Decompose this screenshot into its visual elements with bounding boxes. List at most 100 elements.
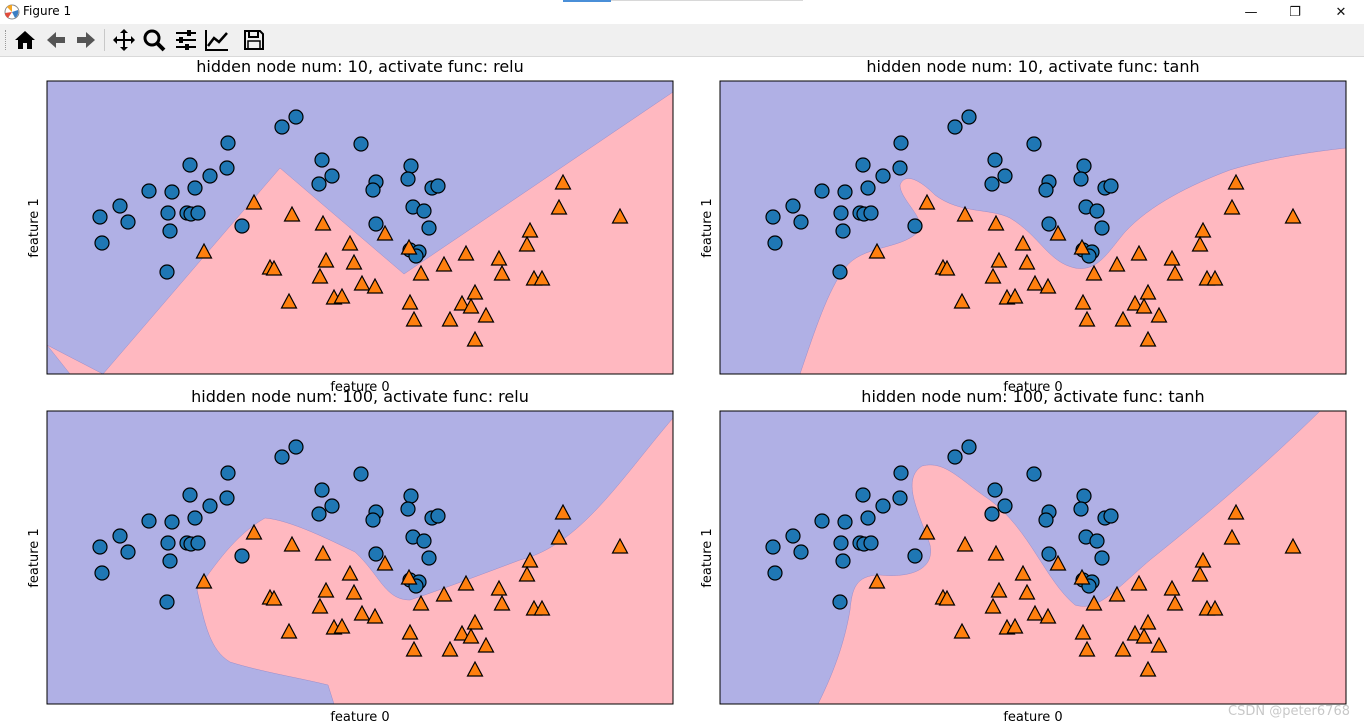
save-icon xyxy=(244,30,264,50)
taskbar-accent xyxy=(563,0,611,2)
class-1-point xyxy=(245,523,263,540)
edit-axes-icon xyxy=(205,30,228,51)
class-0-point xyxy=(793,544,809,560)
taskbar-divider xyxy=(611,0,803,1)
class-0-point xyxy=(984,506,1000,522)
x-axis-label: feature 0 xyxy=(1003,710,1062,725)
class-0-point xyxy=(92,539,108,555)
save-button[interactable] xyxy=(240,27,268,53)
class-1-point xyxy=(1139,613,1157,630)
class-0-point xyxy=(274,449,290,465)
class-1-point xyxy=(314,544,332,561)
class-0-point xyxy=(984,176,1000,192)
class-1-point xyxy=(345,253,363,270)
class-1-point xyxy=(401,293,419,310)
class-1-point xyxy=(521,551,539,568)
class-1-point xyxy=(1074,623,1092,640)
class-0-point xyxy=(353,466,369,482)
class-0-point xyxy=(314,482,330,498)
class-1-point xyxy=(533,599,551,616)
class-0-point xyxy=(907,218,923,234)
class-0-point xyxy=(1038,182,1054,198)
class-1-point xyxy=(1014,564,1032,581)
class-1-point xyxy=(457,244,475,261)
class-1-point xyxy=(1139,660,1157,677)
class-0-point xyxy=(863,535,879,551)
class-0-point xyxy=(368,216,384,232)
toolbar-grip xyxy=(5,30,8,50)
class-0-point xyxy=(1103,178,1119,194)
class-1-point xyxy=(283,205,301,222)
class-0-point xyxy=(765,209,781,225)
class-1-point xyxy=(956,205,974,222)
class-0-point xyxy=(220,465,236,481)
class-1-point xyxy=(1073,568,1091,585)
zoom-icon xyxy=(143,29,166,52)
class-0-point xyxy=(1103,508,1119,524)
class-0-point xyxy=(274,119,290,135)
class-0-point xyxy=(785,198,801,214)
class-0-point xyxy=(403,488,419,504)
edit-axes-button[interactable] xyxy=(203,27,231,53)
class-1-point xyxy=(956,535,974,552)
class-0-point xyxy=(767,235,783,251)
class-0-point xyxy=(416,203,432,219)
class-1-point xyxy=(1014,234,1032,251)
home-button[interactable] xyxy=(11,27,39,53)
subplot-title: hidden node num: 10, activate func: tanh xyxy=(866,57,1199,76)
class-1-point xyxy=(311,597,329,614)
class-1-point xyxy=(401,623,419,640)
class-1-point xyxy=(1114,310,1132,327)
class-1-point xyxy=(493,594,511,611)
class-1-point xyxy=(333,617,351,634)
class-0-point xyxy=(765,539,781,555)
class-0-point xyxy=(1089,203,1105,219)
minimize-button[interactable]: — xyxy=(1228,0,1274,24)
maximize-button[interactable]: ❐ xyxy=(1272,0,1318,24)
class-1-point xyxy=(1026,274,1044,291)
class-1-point xyxy=(283,535,301,552)
class-1-point xyxy=(366,277,384,294)
class-1-point xyxy=(990,581,1008,598)
close-button[interactable]: ✕ xyxy=(1318,0,1364,24)
class-1-point xyxy=(341,234,359,251)
configure-subplots-button[interactable] xyxy=(172,27,200,53)
forward-button[interactable] xyxy=(72,27,100,53)
class-1-point xyxy=(265,259,283,276)
class-1-point xyxy=(1074,293,1092,310)
class-1-point xyxy=(984,597,1002,614)
class-1-point xyxy=(1223,198,1241,215)
class-1-point xyxy=(376,554,394,571)
class-1-point xyxy=(987,544,1005,561)
class-1-point xyxy=(1126,624,1144,641)
matplotlib-app-icon xyxy=(4,4,20,20)
class-0-point xyxy=(314,152,330,168)
class-1-point xyxy=(987,214,1005,231)
pan-button[interactable] xyxy=(110,27,138,53)
class-1-point xyxy=(245,193,263,210)
restore-icon: ❐ xyxy=(1289,4,1301,20)
class-1-point xyxy=(1130,244,1148,261)
class-0-point xyxy=(182,487,198,503)
class-0-point xyxy=(835,223,851,239)
home-icon xyxy=(15,31,35,49)
class-0-point xyxy=(311,506,327,522)
class-0-point xyxy=(875,498,891,514)
x-axis-label: feature 0 xyxy=(330,710,389,725)
back-button[interactable] xyxy=(42,27,70,53)
class-0-point xyxy=(353,136,369,152)
class-1-point xyxy=(611,207,629,224)
zoom-button[interactable] xyxy=(140,27,168,53)
class-1-point xyxy=(1049,554,1067,571)
y-axis-label: feature 1 xyxy=(27,528,42,587)
class-1-point xyxy=(490,249,508,266)
class-0-point xyxy=(1076,488,1092,504)
y-axis-label: feature 1 xyxy=(700,198,715,257)
subplots-config-icon xyxy=(176,30,196,50)
class-0-point xyxy=(324,168,340,184)
class-1-point xyxy=(1085,594,1103,611)
class-0-point xyxy=(947,119,963,135)
class-0-point xyxy=(855,157,871,173)
class-1-point xyxy=(1223,528,1241,545)
subplot-relu-10: hidden node num: 10, activate func: relu… xyxy=(27,57,674,395)
